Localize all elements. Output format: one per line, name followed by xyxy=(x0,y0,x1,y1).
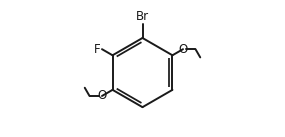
Text: F: F xyxy=(94,43,101,56)
Text: Br: Br xyxy=(136,10,149,23)
Text: O: O xyxy=(97,89,107,102)
Text: O: O xyxy=(178,43,188,56)
